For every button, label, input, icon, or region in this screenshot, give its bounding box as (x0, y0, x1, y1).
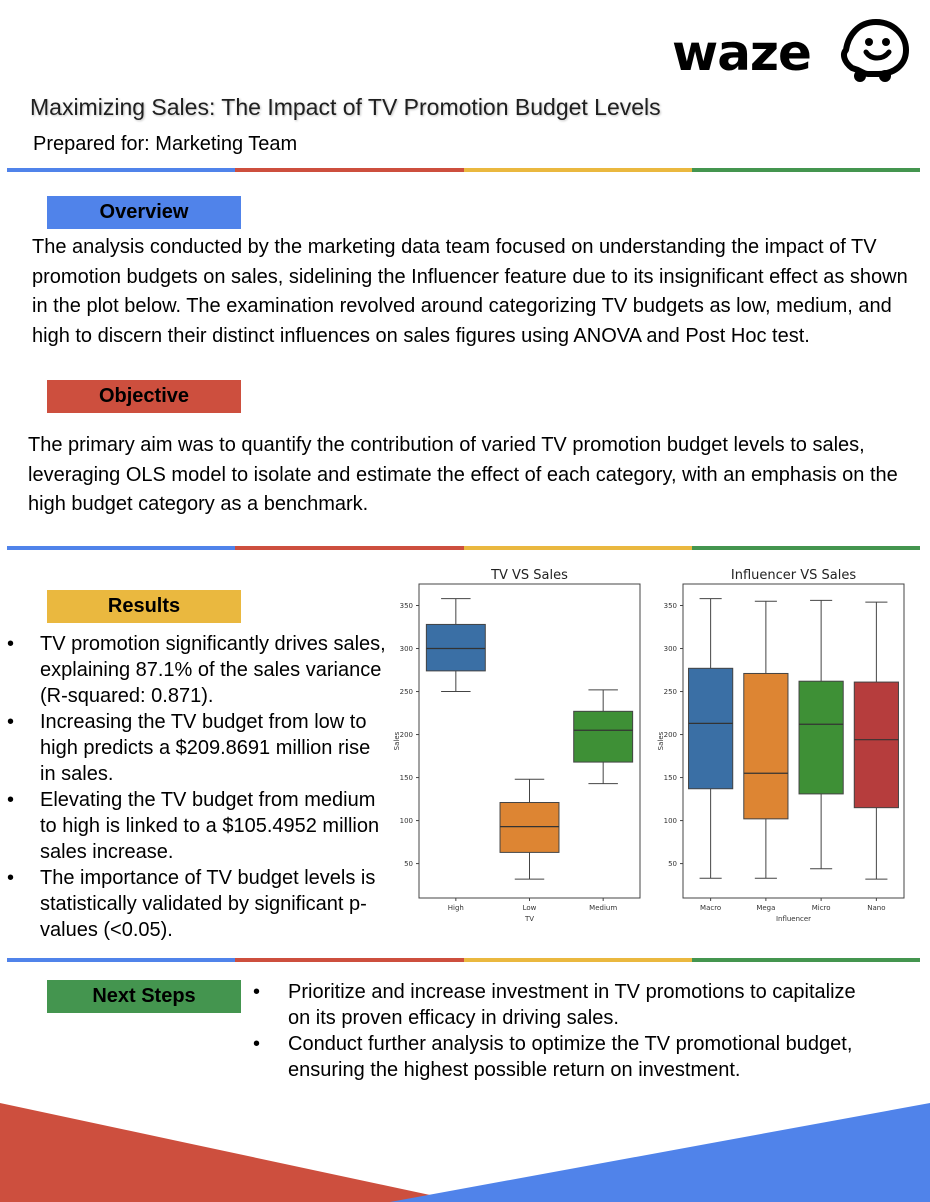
box-macro (688, 667, 734, 790)
box-mega (743, 672, 789, 820)
x-tick-label: Mega (756, 904, 775, 912)
y-tick-label: 150 (664, 774, 677, 782)
y-tick-label: 200 (664, 731, 677, 739)
next-steps-list: Prioritize and increase investment in TV… (253, 979, 873, 1083)
next-steps-label: Next Steps (47, 980, 241, 1013)
section-divider (7, 958, 920, 962)
results-list: TV promotion significantly drives sales,… (7, 631, 387, 943)
x-axis-label: TV (524, 915, 534, 923)
list-item: TV promotion significantly drives sales,… (7, 631, 387, 709)
x-tick-label: Nano (867, 904, 885, 912)
list-item: The importance of TV budget levels is st… (7, 865, 387, 943)
y-tick-label: 350 (664, 602, 677, 610)
objective-label: Objective (47, 380, 241, 413)
x-tick-label: Macro (700, 904, 721, 912)
y-tick-label: 200 (400, 731, 413, 739)
page-subtitle: Prepared for: Marketing Team (33, 133, 298, 155)
list-item: Prioritize and increase investment in TV… (253, 979, 873, 1031)
box-nano (853, 681, 899, 809)
y-axis-label: Sales (657, 731, 665, 750)
x-axis-label: Influencer (776, 915, 811, 923)
y-tick-label: 250 (664, 688, 677, 696)
chart-title: TV VS Sales (490, 568, 568, 583)
x-tick-label: Low (523, 904, 537, 912)
y-tick-label: 50 (668, 860, 677, 868)
y-tick-label: 100 (664, 817, 677, 825)
x-tick-label: Medium (589, 904, 617, 912)
y-tick-label: 300 (664, 645, 677, 653)
y-tick-label: 100 (400, 817, 413, 825)
section-divider (7, 546, 920, 550)
box-high (425, 623, 486, 672)
chart-title: Influencer VS Sales (731, 568, 856, 583)
x-tick-label: High (448, 904, 464, 912)
box-micro (798, 680, 844, 795)
waze-smiley-icon (841, 19, 909, 82)
y-axis-label: Sales (393, 731, 401, 750)
box-medium (573, 710, 634, 763)
y-tick-label: 150 (400, 774, 413, 782)
results-label: Results (47, 590, 241, 623)
list-item: Increasing the TV budget from low to hig… (7, 709, 387, 787)
page-title: Maximizing Sales: The Impact of TV Promo… (30, 94, 661, 120)
influencer-vs-sales-chart: Influencer VS Sales 50 100 150 200 250 300 350 S… (657, 568, 905, 923)
footer-decoration (0, 1103, 930, 1202)
y-tick-label: 300 (400, 645, 413, 653)
tv-vs-sales-chart: TV VS Sales 50 100 150 200 250 300 350 Sales High… (393, 568, 641, 923)
section-divider (7, 168, 920, 172)
x-tick-label: Micro (812, 904, 831, 912)
y-tick-label: 350 (400, 602, 413, 610)
list-item: Elevating the TV budget from medium to h… (7, 787, 387, 865)
y-tick-label: 50 (404, 860, 413, 868)
objective-text: The primary aim was to quantify the cont… (28, 434, 898, 515)
list-item: Conduct further analysis to optimize the… (253, 1031, 873, 1083)
y-tick-label: 250 (400, 688, 413, 696)
box-low (499, 802, 560, 853)
overview-label: Overview (47, 196, 241, 229)
overview-text: The analysis conducted by the marketing … (32, 236, 908, 347)
brand-wordmark: waze (672, 24, 812, 82)
plot-frame (682, 583, 905, 899)
